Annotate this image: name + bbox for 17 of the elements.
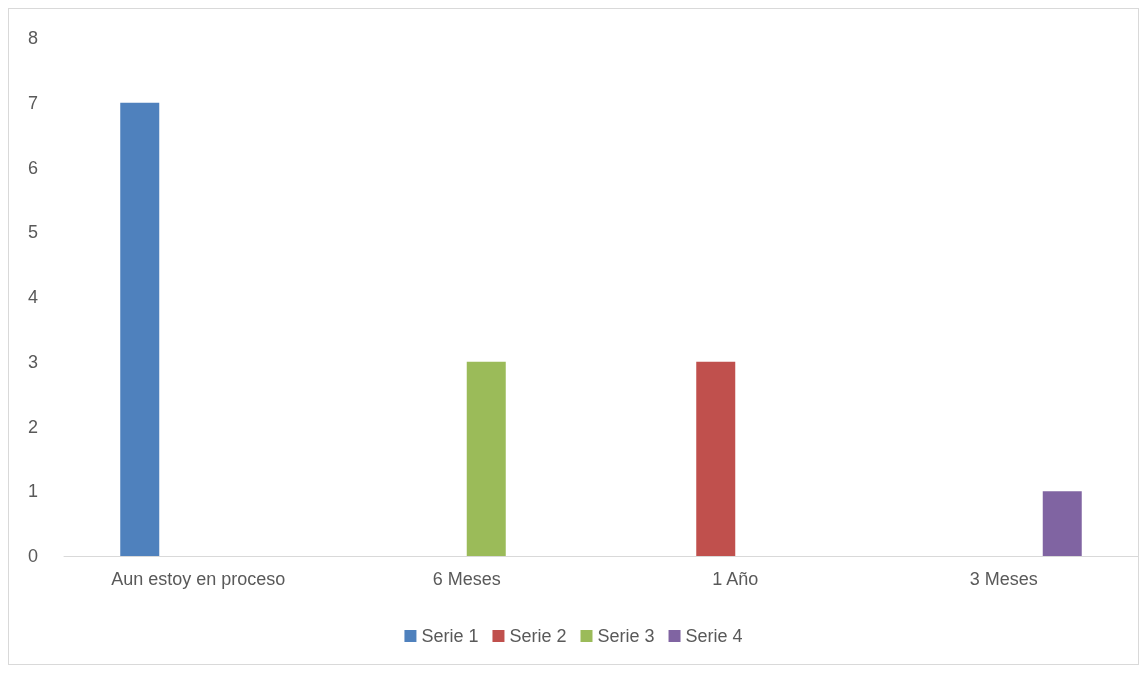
legend-label: Serie 4	[685, 626, 743, 646]
x-tick-label: 1 Año	[712, 569, 759, 589]
y-tick-label: 0	[27, 546, 38, 566]
y-tick-label: 5	[27, 222, 38, 243]
x-tick-label: Aun estoy en proceso	[111, 569, 286, 589]
legend-label: Serie 3	[597, 626, 655, 646]
y-tick-label: 4	[27, 287, 38, 307]
legend-label: Serie 1	[421, 626, 479, 646]
y-tick-label: 2	[27, 416, 38, 437]
y-tick-label: 8	[27, 28, 38, 48]
y-tick-label: 6	[27, 157, 38, 178]
y-tick-label: 7	[27, 92, 38, 113]
y-tick-label: 3	[27, 351, 38, 372]
y-tick-label: 1	[27, 481, 38, 502]
x-tick-label: 3 Meses	[969, 569, 1038, 589]
x-tick-label: 6 Meses	[432, 569, 501, 589]
legend-label: Serie 2	[509, 626, 567, 646]
